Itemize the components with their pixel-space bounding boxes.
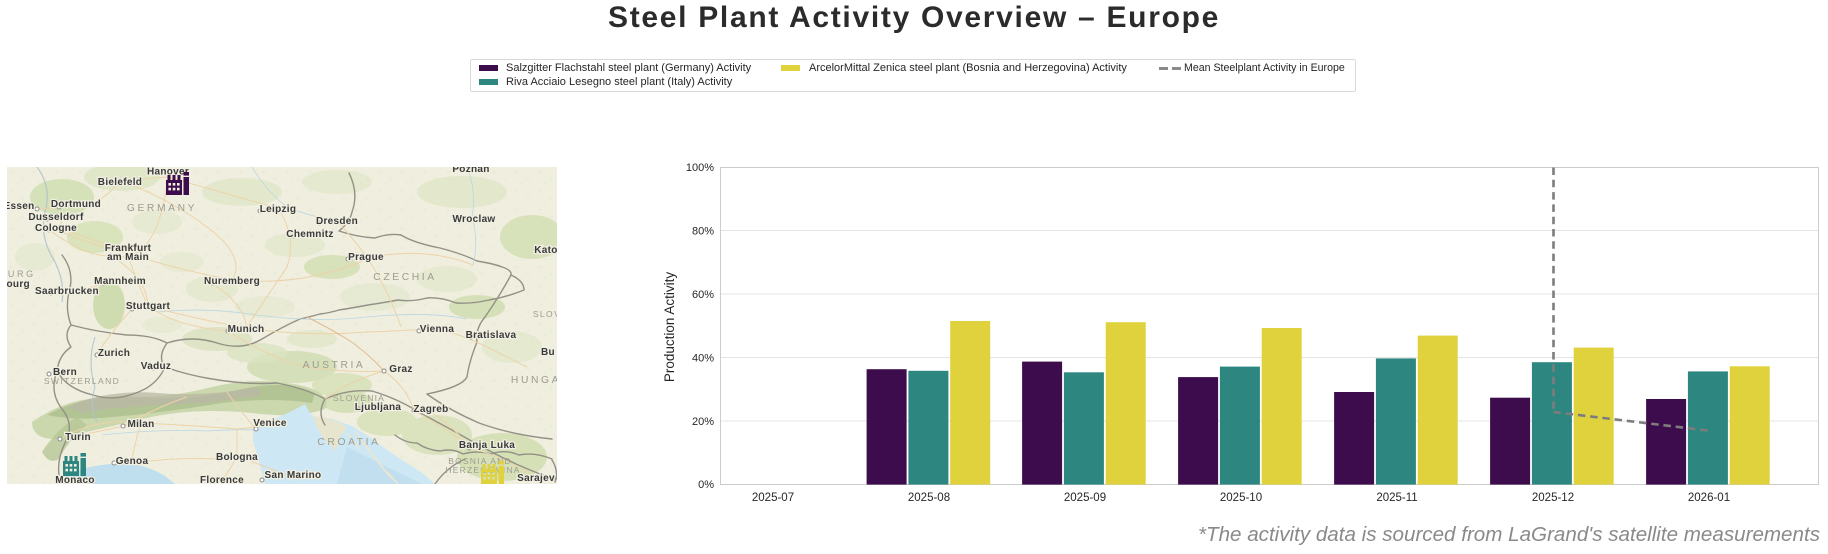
svg-text:20%: 20% [692,416,714,428]
svg-text:Sarajev: Sarajev [517,473,555,484]
svg-text:CZECHIA: CZECHIA [373,272,436,283]
svg-text:100%: 100% [686,162,714,174]
svg-text:Katow: Katow [534,245,557,256]
svg-text:0%: 0% [698,479,714,491]
svg-text:Turin: Turin [65,432,91,443]
svg-text:Ljubljana: Ljubljana [355,402,402,413]
svg-text:Poznan: Poznan [452,167,489,175]
svg-text:60%: 60% [692,289,714,301]
svg-text:Cologne: Cologne [35,223,77,234]
svg-text:bourg: bourg [7,279,30,290]
svg-text:80%: 80% [692,226,714,238]
svg-text:2025-09: 2025-09 [1064,492,1106,504]
svg-text:2025-07: 2025-07 [752,492,794,504]
svg-text:San Marino: San Marino [265,470,322,481]
svg-text:Banja Luka: Banja Luka [459,440,515,451]
svg-text:BOSNIA AND: BOSNIA AND [448,456,512,466]
svg-text:Genoa: Genoa [116,456,149,467]
svg-text:2026-01: 2026-01 [1688,492,1730,504]
svg-text:Zagreb: Zagreb [413,404,448,415]
svg-text:Bologna: Bologna [216,452,258,463]
svg-text:Hanover: Hanover [147,167,189,178]
svg-text:Stuttgart: Stuttgart [126,301,171,312]
svg-text:2025-08: 2025-08 [908,492,950,504]
svg-text:Mannheim: Mannheim [94,276,146,287]
svg-text:Bu: Bu [541,347,555,358]
svg-text:Nuremberg: Nuremberg [204,276,260,287]
svg-text:Venice: Venice [253,418,287,429]
svg-text:Saarbrucken: Saarbrucken [35,286,99,297]
svg-text:Zurich: Zurich [98,348,130,359]
svg-text:Dusseldorf: Dusseldorf [28,212,84,223]
svg-text:AUSTRIA: AUSTRIA [303,360,366,371]
svg-text:Essen: Essen [7,201,34,212]
svg-text:Monaco: Monaco [55,475,95,484]
svg-text:OURG: OURG [7,269,36,279]
svg-text:Graz: Graz [389,364,412,375]
svg-text:Bern: Bern [53,367,77,378]
svg-text:Dortmund: Dortmund [51,199,101,210]
svg-text:HUNGA: HUNGA [511,375,557,386]
svg-text:Vienna: Vienna [420,324,455,335]
svg-text:Vaduz: Vaduz [141,361,171,372]
svg-text:am Main: am Main [107,252,149,263]
svg-text:CROATIA: CROATIA [317,437,380,448]
svg-text:Prague: Prague [348,252,384,263]
svg-text:2025-11: 2025-11 [1376,492,1417,504]
svg-text:Dresden: Dresden [316,216,358,227]
svg-text:SWITZERLAND: SWITZERLAND [44,376,120,386]
svg-text:SLOVENIA: SLOVENIA [333,393,385,403]
svg-text:SLOV: SLOV [533,309,557,319]
svg-text:Bielefeld: Bielefeld [98,177,142,188]
svg-text:40%: 40% [692,352,714,364]
svg-text:2025-12: 2025-12 [1532,492,1574,504]
svg-text:Wroclaw: Wroclaw [452,214,495,225]
svg-text:Florence: Florence [200,475,244,484]
svg-text:Production Activity: Production Activity [662,272,677,383]
svg-text:Chemnitz: Chemnitz [286,229,333,240]
svg-text:Munich: Munich [228,324,265,335]
svg-text:Leipzig: Leipzig [260,204,297,215]
svg-text:2025-10: 2025-10 [1220,492,1262,504]
svg-text:Milan: Milan [127,419,154,430]
svg-text:Frankfurt: Frankfurt [105,243,152,254]
svg-text:GERMANY: GERMANY [127,203,197,214]
svg-text:Bratislava: Bratislava [466,330,517,341]
